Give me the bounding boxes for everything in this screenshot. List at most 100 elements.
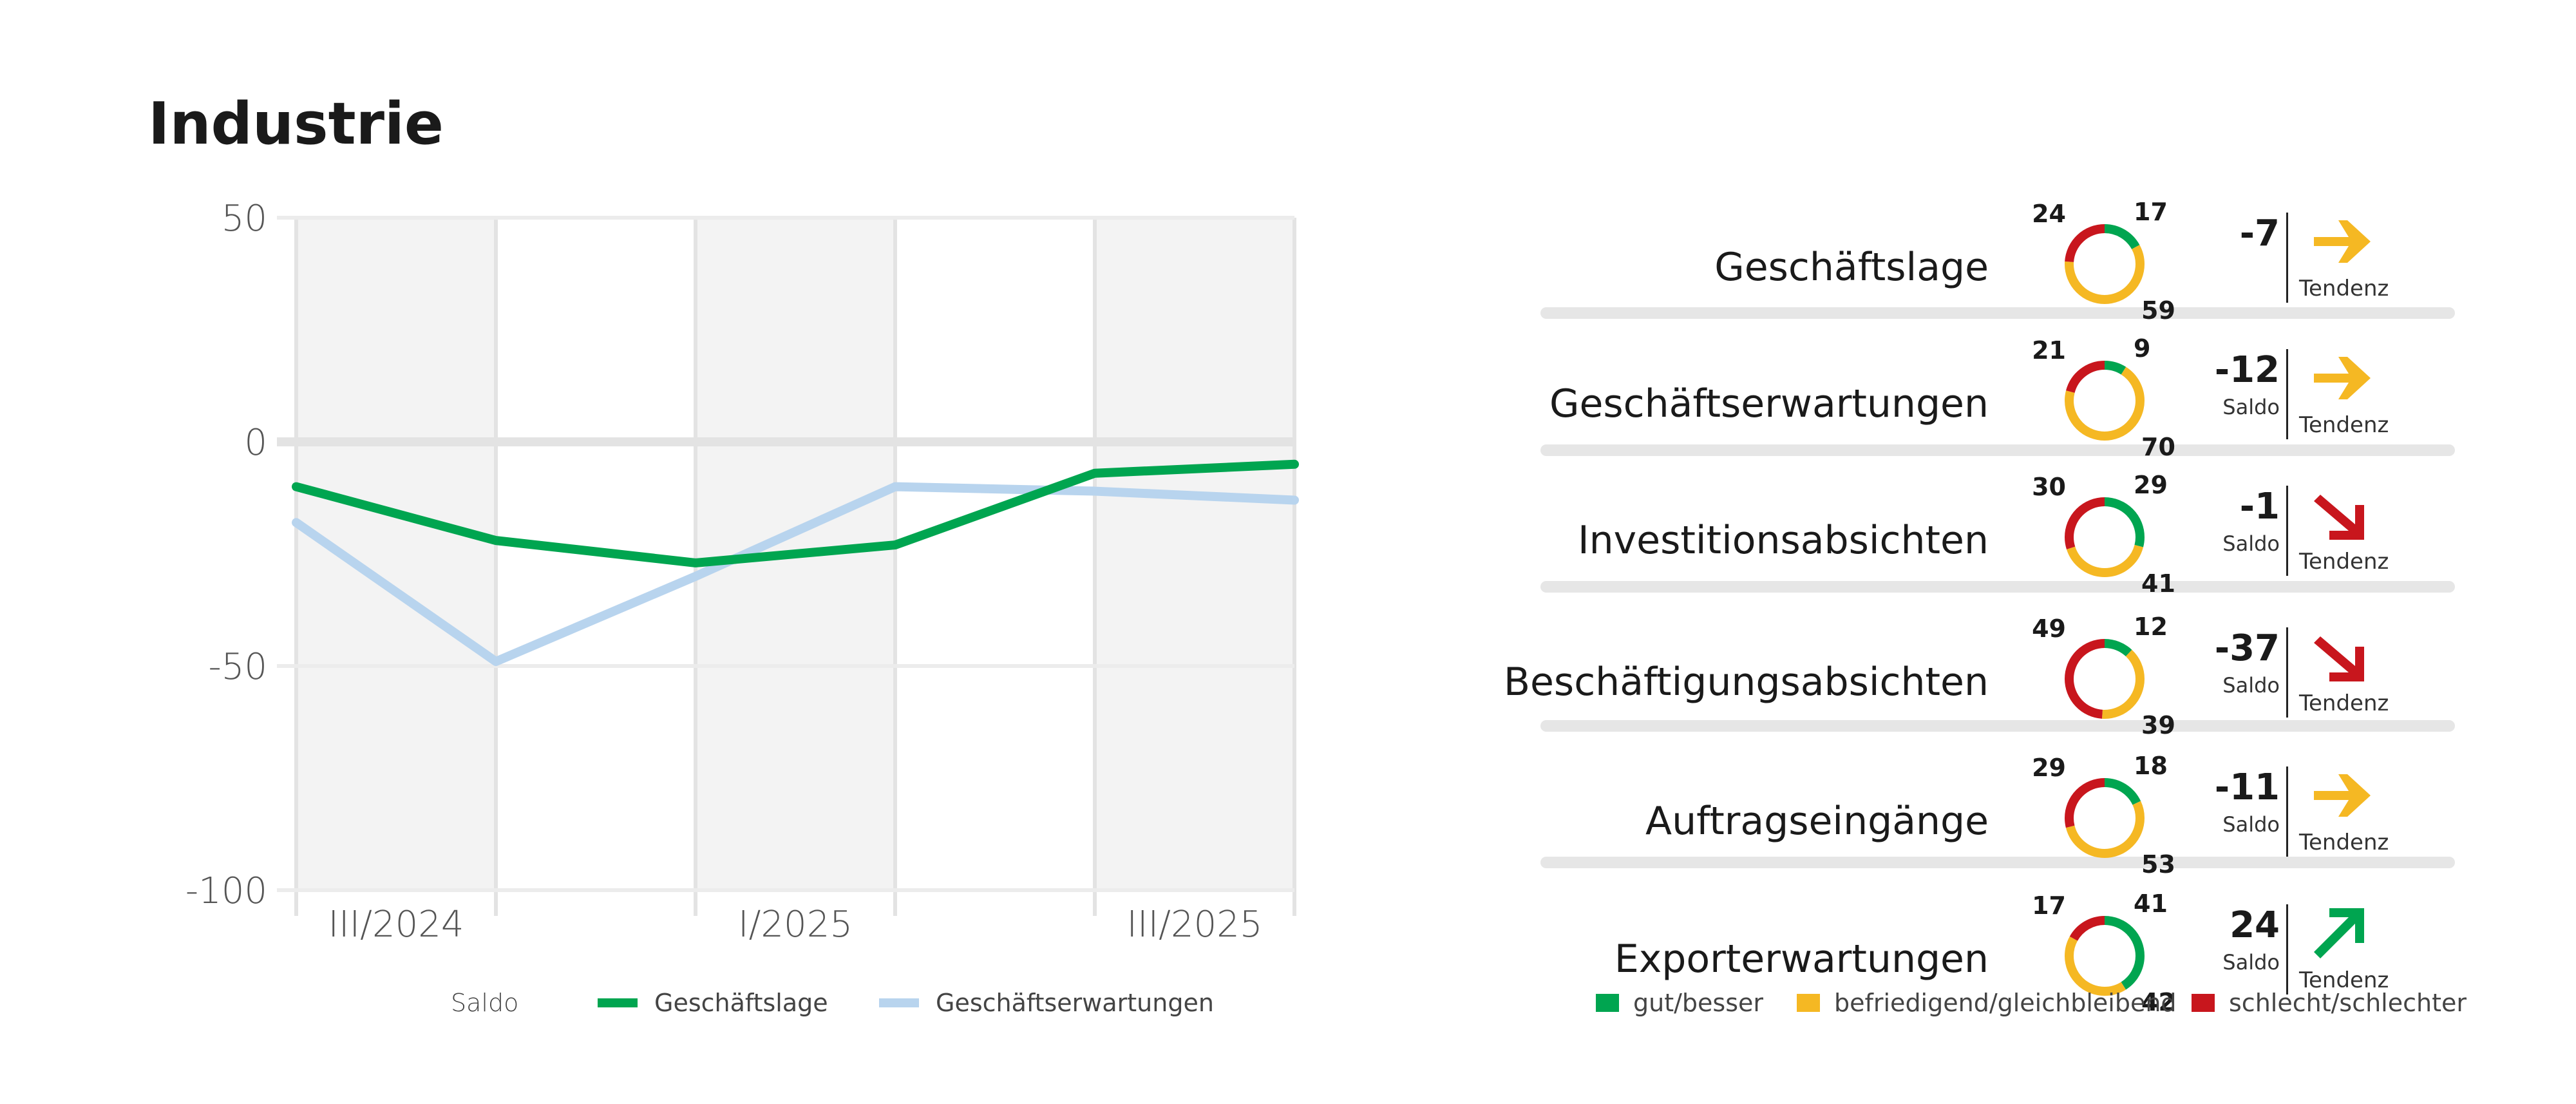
donut-value-neutral: 59	[2141, 296, 2175, 325]
data-point	[296, 486, 297, 488]
y-tick-label: -100	[185, 870, 267, 912]
divider	[2286, 349, 2288, 439]
donut-slice-neutral	[2065, 497, 2145, 577]
indicator-label: Auftragseingänge	[1645, 799, 1989, 844]
legend-title: Saldo	[451, 989, 519, 1017]
data-point	[296, 522, 297, 524]
row-separator	[1540, 307, 2455, 319]
y-tick-label: -50	[209, 646, 267, 688]
shaded-period-0	[296, 218, 496, 890]
trend-down-arrow-icon	[2314, 495, 2364, 540]
row-separator	[1540, 857, 2455, 868]
legend-label: Geschäftslage	[654, 989, 828, 1017]
saldo-block: 24 Saldo	[2183, 904, 2280, 975]
legend-item-geschaeftslage: Geschäftslage	[598, 989, 828, 1017]
donut-slice-neutral	[2065, 916, 2145, 996]
divider	[2286, 486, 2288, 576]
divider	[2286, 904, 2288, 995]
donut-value-bad: 21	[2032, 336, 2066, 365]
data-point	[1294, 463, 1295, 465]
legend-item-neutral: befriedigend/gleichbleibend	[1797, 989, 2177, 1017]
page-title: Industrie	[148, 90, 444, 158]
indicator-row: Exporterwartungen 41 42 17 24 Saldo Tendenz	[1533, 885, 2460, 1020]
y-tick-label: 50	[222, 198, 267, 240]
saldo-value: -12	[2214, 349, 2280, 391]
donut-value-good: 29	[2134, 471, 2168, 499]
saldo-label: Saldo	[2222, 531, 2280, 556]
saldo-value: -1	[2239, 486, 2280, 528]
legend-swatch	[879, 998, 919, 1007]
donut-chart: 18 53 29	[2032, 752, 2175, 879]
indicator-row: Auftragseingänge 18 53 29 -11 Saldo Tendenz	[1533, 747, 2460, 882]
donut-value-good: 41	[2134, 890, 2168, 918]
series-line-0	[292, 459, 1299, 567]
tendenz-label: Tendenz	[2299, 690, 2389, 716]
tendenz-label: Tendenz	[2299, 830, 2389, 855]
donut-slice-bad	[2065, 361, 2145, 441]
legend-item-geschaeftserwartungen: Geschäftserwartungen	[879, 989, 1214, 1017]
donut-chart: 12 39 49	[2032, 613, 2175, 739]
row-separator	[1540, 720, 2455, 732]
divider	[2286, 766, 2288, 857]
donut-slice-bad	[2065, 497, 2145, 577]
saldo-block: -11 Saldo	[2183, 766, 2280, 837]
data-point	[895, 544, 896, 546]
donut-value-neutral: 53	[2141, 850, 2175, 879]
indicator-label: Investitionsabsichten	[1577, 518, 1989, 563]
saldo-label: Saldo	[2222, 395, 2280, 419]
saldo-block: -12 Saldo	[2183, 349, 2280, 419]
y-tick-label: 0	[244, 422, 267, 464]
row-separator	[1540, 444, 2455, 456]
donut-chart: 17 59 24	[2032, 198, 2175, 325]
donut-value-neutral: 70	[2141, 433, 2175, 461]
row-separator	[1540, 581, 2455, 593]
legend-item-bad: schlecht/schlechter	[2192, 989, 2467, 1017]
legend-label: gut/besser	[1633, 989, 1764, 1017]
donut-value-good: 17	[2134, 198, 2168, 226]
donut-value-neutral: 42	[2141, 988, 2175, 1016]
tendenz-label: Tendenz	[2299, 412, 2389, 438]
donut-value-neutral: 39	[2141, 711, 2175, 739]
indicator-row: Beschäftigungsabsichten 12 39 49 -37 Saldo Ten…	[1504, 608, 2460, 743]
indicator-label: Geschäftslage	[1714, 245, 1989, 290]
donut-value-bad: 30	[2032, 473, 2066, 501]
donut-slice-bad	[2065, 916, 2145, 996]
legend-swatch	[1596, 994, 1619, 1012]
trend-flat-arrow-icon	[2314, 220, 2371, 263]
donut-slice-neutral	[2065, 224, 2145, 304]
indicator-row: Geschäftserwartungen 9 70 21 -12 Saldo Tendenz	[1533, 330, 2460, 465]
tendenz-label: Tendenz	[2299, 967, 2389, 993]
donut-slice-bad	[2065, 778, 2145, 858]
donut-value-good: 12	[2134, 613, 2168, 641]
donut-chart: 29 41 30	[2032, 471, 2175, 598]
saldo-label: Saldo	[2222, 673, 2280, 698]
legend-label: Geschäftserwartungen	[936, 989, 1214, 1017]
saldo-block: -7	[2183, 213, 2280, 258]
saldo-block: -37 Saldo	[2183, 627, 2280, 698]
trend-up-arrow-icon	[2314, 908, 2364, 958]
data-point	[895, 486, 896, 488]
donut-value-bad: 17	[2032, 891, 2066, 920]
series-line-1	[292, 482, 1299, 667]
donut-chart: 9 70 21	[2032, 334, 2175, 461]
legend-item-good: gut/besser	[1596, 989, 1763, 1017]
data-point	[695, 575, 696, 577]
donut-value-bad: 29	[2032, 754, 2066, 782]
data-point	[495, 540, 497, 542]
tendenz-label: Tendenz	[2299, 276, 2389, 301]
donut-value-good: 9	[2134, 334, 2150, 363]
indicator-label: Geschäftserwartungen	[1549, 381, 1989, 426]
x-tick-label: III/2024	[328, 904, 464, 946]
donut-value-good: 18	[2134, 752, 2168, 780]
donut-slice-neutral	[2065, 361, 2145, 441]
saldo-value: -37	[2214, 627, 2280, 669]
donut-chart: 41 42 17	[2032, 890, 2175, 1016]
data-point	[695, 562, 696, 564]
indicator-row: Investitionsabsichten 29 41 30 -1 Saldo Tenden…	[1533, 466, 2460, 602]
donut-slice-bad	[2065, 224, 2145, 304]
donut-slice-bad	[2065, 639, 2145, 719]
donut-value-neutral: 41	[2141, 569, 2175, 598]
legend-label: schlecht/schlechter	[2229, 989, 2467, 1017]
donut-slice-neutral	[2065, 778, 2145, 858]
legend-swatch	[598, 998, 638, 1007]
